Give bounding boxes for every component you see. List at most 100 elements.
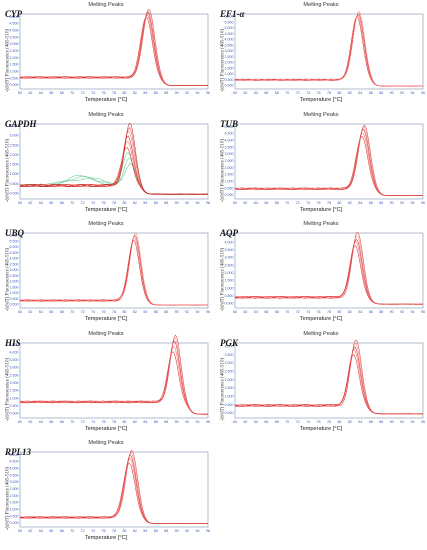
plot-area [234, 13, 424, 90]
x-axis-label: Temperature [°C] [299, 316, 343, 322]
y-tick-label: 2.000 [225, 166, 234, 170]
x-tick-label: 60 [18, 529, 22, 533]
y-tick-label: 0.000 [10, 83, 19, 87]
x-tick-label: 82 [133, 420, 137, 424]
x-axis-label: Temperature [°C] [84, 97, 128, 103]
x-tick-label: 80 [122, 201, 126, 205]
y-tick-label: 3.500 [10, 35, 19, 39]
y-tick-label: 1.500 [10, 163, 19, 167]
chart-svg: 60 62 64 66 68 70 72 74 76 78 80 82 84 86 88 90 92 94 96 0.… [225, 339, 425, 424]
x-tick-label: 88 [379, 420, 383, 424]
x-tick-label: 64 [39, 310, 43, 314]
x-tick-label: 82 [133, 529, 137, 533]
x-tick-label: 88 [164, 529, 168, 533]
x-tick-label: 70 [70, 310, 74, 314]
y-tick-label: 3.500 [225, 248, 234, 252]
series-line [19, 9, 209, 87]
x-tick-label: 96 [206, 310, 210, 314]
chart-svg: 60 62 64 66 68 70 72 74 76 78 80 82 84 86 88 90 92 94 96 0.… [225, 232, 425, 314]
chart-svg: 60 62 64 66 68 70 72 74 76 78 80 82 84 86 88 90 92 94 96 0.… [10, 232, 210, 314]
y-axis-label: -(d/dT) Fluorescence (465-510) [5, 28, 11, 93]
x-tick-label: 68 [275, 420, 279, 424]
x-tick-label: 74 [306, 91, 310, 95]
x-tick-label: 74 [91, 529, 95, 533]
x-tick-label: 92 [185, 201, 189, 205]
x-tick-label: 88 [164, 420, 168, 424]
x-tick-label: 62 [243, 201, 247, 205]
panel-title: Melting Peaks [303, 331, 339, 337]
x-tick-label: 80 [337, 201, 341, 205]
y-tick-label: 2.500 [10, 274, 19, 278]
x-tick-label: 64 [39, 529, 43, 533]
x-tick-label: 96 [206, 529, 210, 533]
x-tick-label: 84 [358, 420, 362, 424]
x-tick-label: 66 [264, 201, 268, 205]
y-tick-label: 5.000 [10, 15, 19, 19]
x-tick-label: 76 [102, 529, 106, 533]
y-tick-label: 0.500 [225, 78, 234, 82]
y-tick-label: 3.000 [10, 366, 19, 370]
x-tick-label: 80 [122, 310, 126, 314]
y-tick-label: 4.000 [10, 257, 19, 261]
x-tick-label: 84 [143, 91, 147, 95]
y-tick-label: 4.500 [10, 251, 19, 255]
x-axis-label: Temperature [°C] [299, 97, 343, 103]
x-tick-label: 78 [112, 91, 116, 95]
y-tick-label: 2.000 [10, 381, 19, 385]
x-tick-label: 74 [306, 310, 310, 314]
panel-title: Melting Peaks [88, 112, 124, 118]
x-tick-label: 72 [81, 201, 85, 205]
y-axis-label: -(d/dT) Fluorescence (465-510) [5, 138, 11, 203]
x-tick-label: 78 [327, 201, 331, 205]
x-tick-label: 90 [175, 529, 179, 533]
x-tick-label: 84 [143, 420, 147, 424]
y-tick-label: 2.500 [225, 159, 234, 163]
x-tick-label: 70 [70, 91, 74, 95]
x-tick-label: 78 [112, 529, 116, 533]
x-tick-label: 90 [390, 91, 394, 95]
gene-label: EF1-α [220, 9, 245, 19]
x-tick-label: 82 [133, 201, 137, 205]
x-tick-label: 78 [112, 420, 116, 424]
y-tick-label: 2.000 [225, 61, 234, 65]
chart-svg: 60 62 64 66 68 70 72 74 76 78 80 82 84 86 88 90 92 94 96 0.… [10, 334, 210, 424]
y-tick-label: 4.500 [10, 22, 19, 26]
x-tick-label: 60 [18, 420, 22, 424]
chart-panel-cyp: 60 62 64 66 68 70 72 74 76 78 80 82 84 86 88 90 92 94 96 0.… [0, 0, 212, 107]
x-tick-label: 66 [49, 529, 53, 533]
series-line [234, 232, 424, 305]
y-tick-label: 0.000 [10, 412, 19, 416]
x-tick-label: 62 [28, 529, 32, 533]
x-tick-label: 92 [400, 420, 404, 424]
x-tick-label: 94 [411, 420, 415, 424]
chart-svg: 60 62 64 66 68 70 72 74 76 78 80 82 84 86 88 90 92 94 96 0.… [10, 450, 210, 533]
y-tick-label: 1.000 [10, 291, 19, 295]
x-tick-label: 78 [112, 310, 116, 314]
x-tick-label: 96 [421, 201, 425, 205]
y-tick-label: 4.000 [225, 38, 234, 42]
panel-title: Melting Peaks [88, 221, 124, 227]
y-tick-label: 5.000 [10, 245, 19, 249]
series-line [19, 346, 209, 415]
x-tick-label: 60 [233, 201, 237, 205]
plot-area [234, 232, 424, 309]
x-tick-label: 94 [411, 91, 415, 95]
x-tick-label: 72 [81, 91, 85, 95]
y-axis-label: -(d/dT) Fluorescence (465-510) [220, 138, 226, 203]
x-tick-label: 64 [254, 420, 258, 424]
x-tick-label: 92 [400, 310, 404, 314]
x-tick-label: 84 [358, 91, 362, 95]
x-tick-label: 76 [317, 201, 321, 205]
x-tick-label: 78 [327, 310, 331, 314]
x-tick-label: 88 [164, 91, 168, 95]
y-tick-label: 3.500 [10, 262, 19, 266]
y-tick-label: 3.500 [10, 358, 19, 362]
x-tick-label: 94 [196, 420, 200, 424]
panel-title: Melting Peaks [303, 2, 339, 8]
x-tick-label: 92 [400, 91, 404, 95]
y-tick-label: 0.000 [225, 411, 234, 415]
x-tick-label: 92 [185, 529, 189, 533]
y-tick-label: 4.000 [225, 240, 234, 244]
y-tick-label: 0.500 [225, 403, 234, 407]
gene-label: TUB [220, 119, 238, 129]
